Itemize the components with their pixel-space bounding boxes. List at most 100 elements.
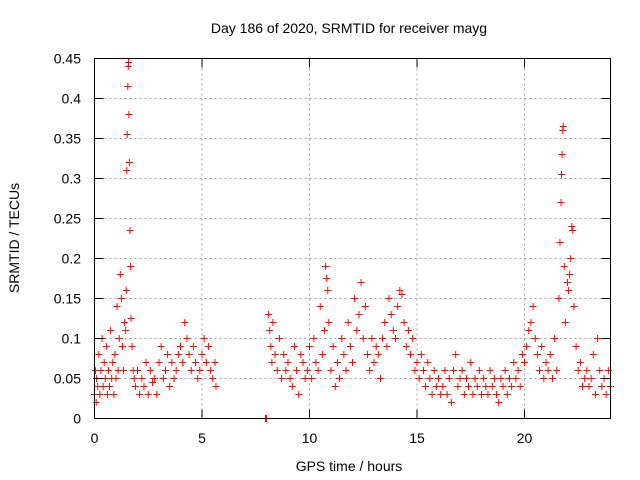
data-point <box>430 367 438 374</box>
data-point <box>366 367 374 374</box>
data-point <box>164 351 172 358</box>
data-point <box>456 375 464 382</box>
data-point <box>284 359 292 366</box>
data-point <box>314 367 322 374</box>
data-point <box>346 343 354 350</box>
data-point <box>531 335 539 342</box>
data-point <box>570 303 578 310</box>
x-axis-label: GPS time / hours <box>296 458 403 474</box>
data-point <box>115 335 123 342</box>
data-point <box>295 391 303 398</box>
data-point <box>103 391 111 398</box>
data-point <box>340 351 348 358</box>
data-point <box>512 375 520 382</box>
data-point <box>454 383 462 390</box>
data-point <box>153 391 161 398</box>
data-point <box>589 351 597 358</box>
data-point <box>428 391 436 398</box>
x-tick-label: 15 <box>409 430 425 446</box>
data-point <box>124 83 132 90</box>
data-point <box>538 343 546 350</box>
data-point <box>266 327 274 334</box>
data-point <box>301 375 309 382</box>
data-point <box>484 391 492 398</box>
data-point <box>432 383 440 390</box>
data-point <box>587 375 595 382</box>
data-point <box>130 375 138 382</box>
data-point <box>200 335 208 342</box>
data-point <box>290 343 298 350</box>
data-point <box>280 351 288 358</box>
data-point <box>488 383 496 390</box>
data-point <box>523 343 531 350</box>
data-point <box>267 343 275 350</box>
y-tick-label: 0.1 <box>62 331 82 347</box>
data-point <box>370 359 378 366</box>
data-point <box>569 227 577 234</box>
data-point <box>211 359 219 366</box>
data-point <box>100 359 108 366</box>
data-point <box>529 303 537 310</box>
data-point <box>565 287 573 294</box>
data-point <box>127 263 135 270</box>
data-point <box>546 351 554 358</box>
data-point <box>533 351 541 358</box>
data-point <box>166 383 174 390</box>
data-point <box>402 343 410 350</box>
data-point <box>602 391 610 398</box>
data-point <box>333 359 341 366</box>
data-point <box>564 279 571 286</box>
data-point <box>387 311 395 318</box>
data-point <box>179 359 187 366</box>
data-point <box>499 383 507 390</box>
data-point <box>121 319 129 326</box>
data-point <box>95 351 103 358</box>
x-tick-label: 20 <box>517 430 533 446</box>
data-point <box>486 367 494 374</box>
data-point <box>424 359 432 366</box>
data-point <box>376 375 384 382</box>
data-point <box>527 319 535 326</box>
data-point <box>557 171 565 178</box>
data-point <box>551 335 559 342</box>
data-point <box>417 351 425 358</box>
data-point <box>282 367 290 374</box>
data-point <box>124 59 132 66</box>
data-point <box>329 343 337 350</box>
data-point <box>471 375 479 382</box>
data-point <box>419 367 427 374</box>
data-point <box>407 351 415 358</box>
data-point <box>558 151 566 158</box>
data-point <box>443 391 451 398</box>
x-tick-label: 5 <box>198 430 206 446</box>
data-point <box>452 351 460 358</box>
data-point <box>447 399 455 406</box>
data-point <box>131 383 139 390</box>
data-point <box>518 351 526 358</box>
data-point <box>596 367 604 374</box>
data-point <box>338 335 346 342</box>
data-point <box>557 199 565 206</box>
data-point <box>102 343 110 350</box>
data-point <box>212 383 220 390</box>
data-point <box>579 383 587 390</box>
data-point <box>172 367 180 374</box>
y-tick-label: 0.4 <box>62 91 82 107</box>
data-point <box>187 367 195 374</box>
data-point <box>469 391 477 398</box>
data-point <box>542 359 550 366</box>
y-tick-label: 0.15 <box>54 291 81 307</box>
data-point <box>458 367 466 374</box>
data-point <box>118 343 126 350</box>
data-point <box>413 359 421 366</box>
data-point <box>123 167 131 174</box>
data-point <box>209 375 217 382</box>
data-point <box>349 359 356 366</box>
data-point <box>514 367 522 374</box>
data-point <box>161 367 169 374</box>
data-point <box>312 359 320 366</box>
data-point <box>106 383 114 390</box>
data-point <box>325 319 333 326</box>
data-point <box>422 383 430 390</box>
data-point <box>275 335 283 342</box>
